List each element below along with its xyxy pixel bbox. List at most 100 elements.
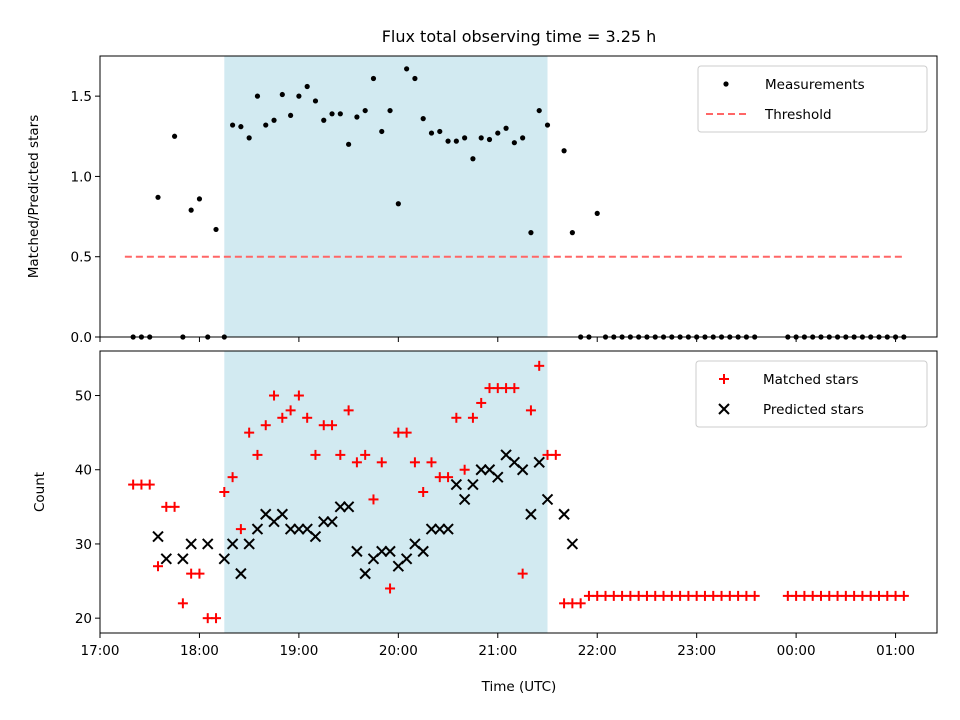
- measurement-point: [511, 140, 517, 146]
- x-b: [483, 464, 496, 476]
- x-b: [276, 508, 289, 520]
- measurement-point: [420, 116, 426, 122]
- measurement-point: [503, 125, 509, 131]
- matched-star-point: [443, 472, 454, 483]
- matched-star-point: [343, 405, 354, 416]
- measurement-point: [395, 201, 401, 207]
- x-tick-label: 17:00: [81, 643, 120, 659]
- x-b: [293, 523, 305, 535]
- measurement-point: [528, 230, 534, 236]
- matched-star-point: [285, 405, 296, 416]
- predicted-star-point: [218, 553, 231, 565]
- x-b: [566, 538, 579, 550]
- matched-star-point: [401, 427, 412, 438]
- x-tick-label: 01:00: [876, 643, 915, 659]
- y-tick-label: 30: [75, 537, 92, 553]
- predicted-star-point: [434, 523, 446, 535]
- predicted-star-point: [458, 493, 471, 506]
- matched-star-point: [219, 487, 230, 497]
- measurement-point: [362, 107, 368, 114]
- matched-star-point: [476, 397, 487, 408]
- matched-star-point: [351, 457, 362, 468]
- highlight-span: [224, 351, 548, 633]
- predicted-star-point: [475, 464, 487, 476]
- x-b: [376, 545, 388, 558]
- matched-star-point: [302, 412, 313, 423]
- matched-star-point: [749, 590, 760, 601]
- y-tick-label: 0.5: [71, 250, 92, 266]
- x-b: [284, 523, 297, 535]
- matched-star-point: [269, 390, 280, 401]
- matched-star-point: [194, 568, 205, 579]
- legend-measurement-swatch: [723, 81, 729, 87]
- x-b: [334, 501, 347, 513]
- x-b: [318, 515, 330, 528]
- predicted-star-point: [152, 530, 164, 543]
- predicted-star-point: [293, 523, 305, 535]
- measurement-point: [404, 66, 410, 72]
- predicted-star-point: [202, 538, 214, 550]
- measurement-point: [346, 141, 352, 147]
- x-b: [467, 478, 479, 491]
- highlight-span: [224, 56, 548, 337]
- measurement-point: [263, 122, 269, 128]
- measurement-point: [196, 196, 203, 202]
- predicted-star-point: [177, 553, 189, 565]
- x-b: [202, 538, 214, 550]
- x-b: [516, 464, 529, 476]
- x-tick-label: 19:00: [279, 643, 318, 659]
- matched-star-point: [153, 561, 164, 572]
- matched-star-point: [360, 449, 371, 460]
- matched-star-point: [467, 412, 478, 423]
- predicted-star-point: [351, 545, 363, 558]
- predicted-star-point: [425, 523, 438, 535]
- measurement-point: [304, 83, 310, 90]
- y-tick-label: 20: [75, 611, 92, 627]
- x-b: [492, 471, 504, 483]
- predicted-star-point: [359, 567, 371, 580]
- predicted-star-point: [533, 456, 545, 469]
- measurement-point: [329, 111, 335, 117]
- measurement-point: [312, 98, 319, 104]
- measurement-point: [379, 128, 385, 135]
- predicted-star-point: [467, 478, 479, 491]
- matched-star-point: [550, 449, 561, 460]
- x-b: [533, 456, 545, 469]
- measurement-point: [188, 207, 194, 213]
- matched-star-point: [310, 449, 321, 460]
- legend-label: Predicted stars: [763, 402, 864, 418]
- x-b: [342, 501, 355, 513]
- axes-frame: [99, 350, 938, 634]
- measurement-point: [354, 114, 360, 120]
- predicted-star-point: [442, 523, 454, 535]
- x-b: [351, 545, 363, 558]
- matched-star-point: [898, 590, 909, 601]
- matched-star-point: [293, 390, 304, 401]
- measurement-point: [453, 138, 459, 144]
- x-tick-label: 20:00: [379, 643, 418, 659]
- x-b: [450, 478, 463, 491]
- predicted-star-point: [558, 508, 570, 520]
- matched-star-point: [144, 479, 155, 490]
- measurement-point: [486, 136, 493, 143]
- predicted-star-point: [334, 501, 347, 513]
- y-tick-label: 1.0: [71, 169, 92, 185]
- predicted-star-point: [384, 545, 396, 558]
- bottom-panel: 20 30 40 50 17:00 18:00 19:00 20:00 21:00 22:00 23…: [32, 350, 938, 659]
- legend-label: Threshold: [764, 107, 832, 123]
- y-axis-label: Matched/Predicted stars: [26, 115, 42, 278]
- legend-label: Matched stars: [763, 372, 859, 388]
- x-tick-label: 00:00: [777, 643, 816, 659]
- matched-star-point: [376, 457, 387, 468]
- top-panel: 0.0 0.5 1.0 1.5 Matched/Predicted stars Measu…: [26, 55, 938, 346]
- matched-star-point: [244, 427, 255, 438]
- x-tick-label: 21:00: [478, 643, 517, 659]
- predicted-star-point: [284, 523, 297, 535]
- x-b: [185, 538, 197, 550]
- predicted-star-point: [525, 508, 537, 520]
- measurement-point: [213, 226, 219, 233]
- matched-star-point: [169, 501, 180, 512]
- matched-star-point: [177, 598, 188, 609]
- legend-label: Measurements: [765, 77, 865, 93]
- x-b: [235, 567, 247, 580]
